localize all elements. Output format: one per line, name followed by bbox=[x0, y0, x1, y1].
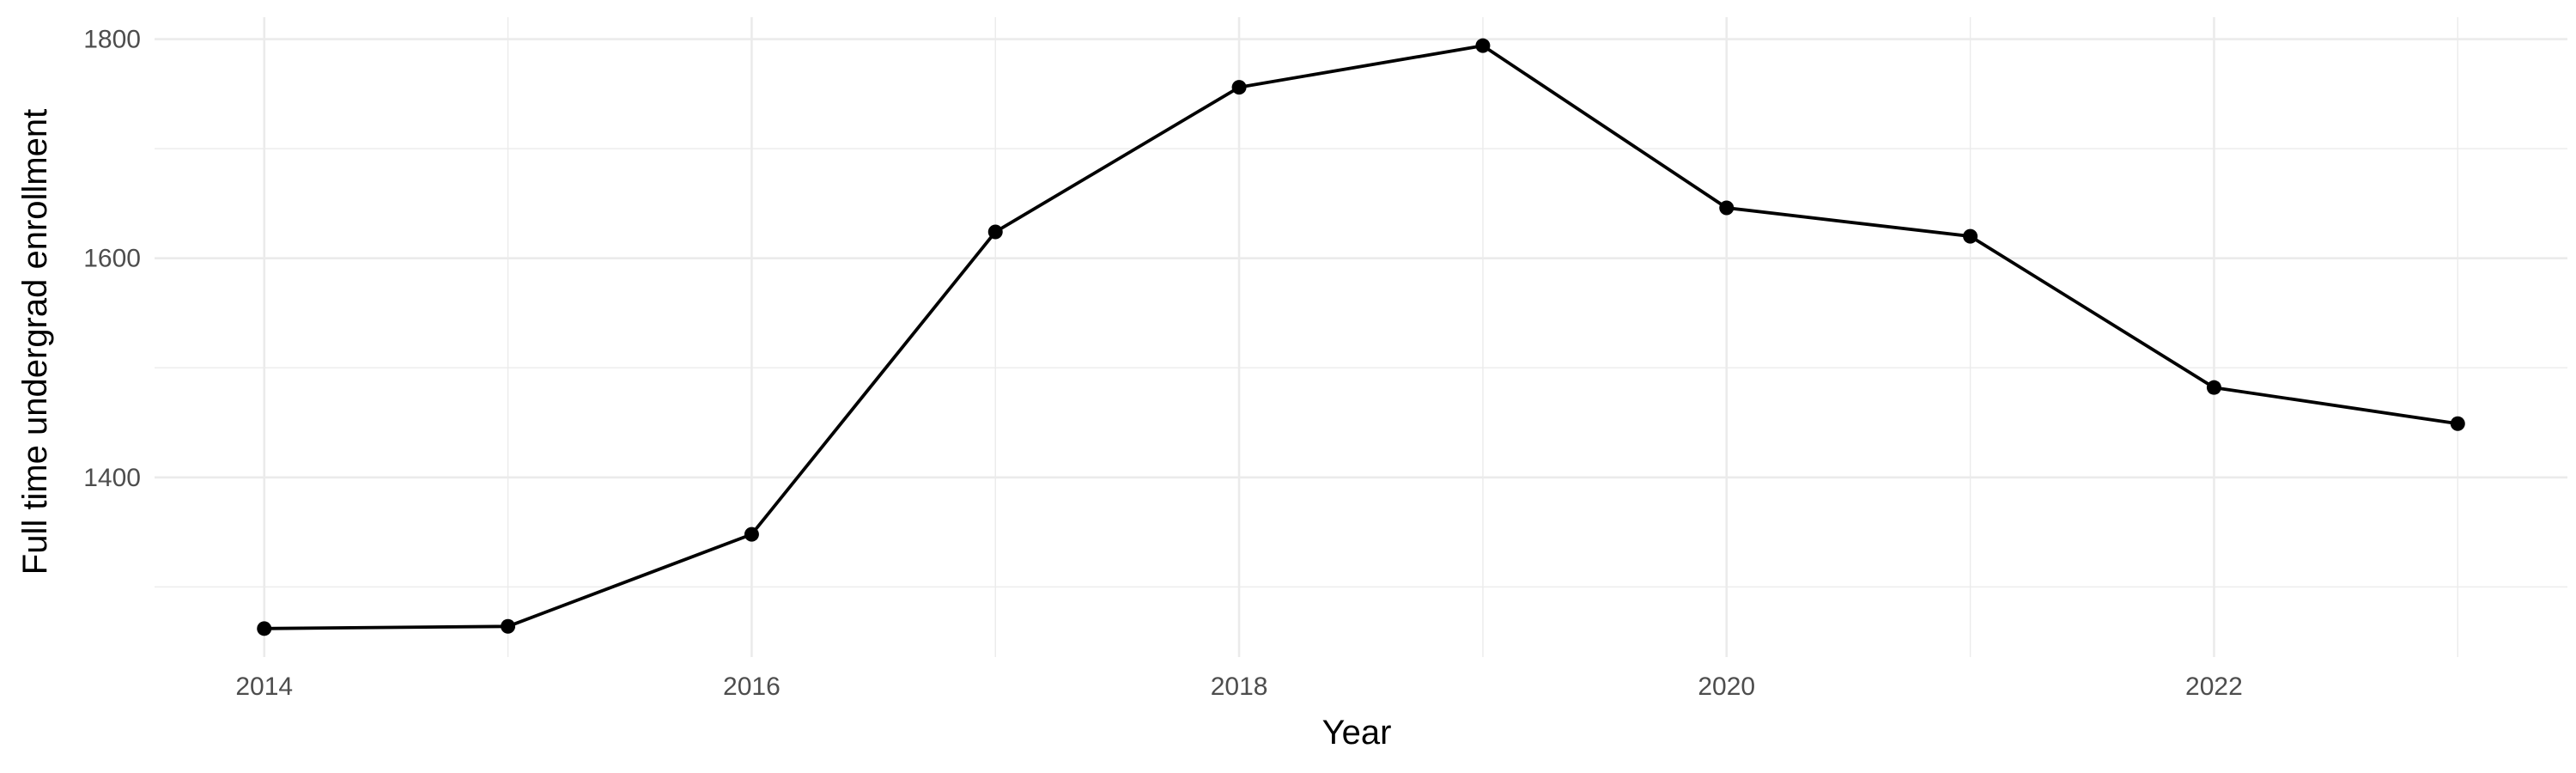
x-axis-title: Year bbox=[1322, 714, 1392, 752]
data-point bbox=[1963, 228, 1978, 244]
x-tick-label: 2022 bbox=[2185, 673, 2243, 701]
x-tick-label: 2016 bbox=[723, 673, 781, 701]
data-point bbox=[1475, 38, 1491, 53]
x-tick-label: 2014 bbox=[235, 673, 293, 701]
data-point bbox=[501, 618, 516, 634]
y-tick-label: 1600 bbox=[83, 245, 141, 273]
y-axis-title: Full time undergrad enrollment bbox=[16, 109, 54, 575]
tick-labels: 1400 1600 1800 2014 2016 2018 2020 2022 bbox=[83, 26, 2243, 701]
y-tick-label: 1400 bbox=[83, 464, 141, 492]
x-tick-label: 2018 bbox=[1211, 673, 1268, 701]
series-layer bbox=[257, 38, 2465, 636]
data-point bbox=[987, 224, 1003, 240]
data-point bbox=[2206, 380, 2221, 395]
data-point bbox=[2450, 416, 2465, 431]
x-tick-label: 2020 bbox=[1698, 673, 1755, 701]
data-point bbox=[1231, 80, 1247, 95]
grid-lines bbox=[155, 17, 2567, 657]
data-point bbox=[744, 526, 759, 542]
data-point bbox=[257, 621, 272, 636]
data-point bbox=[1719, 200, 1735, 216]
series-line bbox=[262, 44, 2460, 630]
y-tick-label: 1800 bbox=[83, 26, 141, 54]
